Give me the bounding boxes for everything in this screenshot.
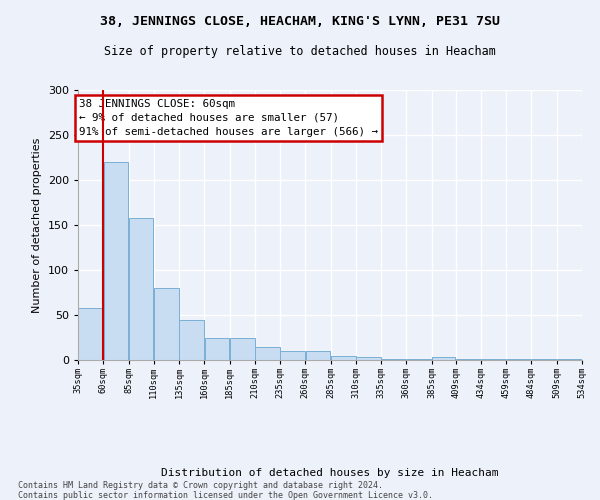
Text: Contains public sector information licensed under the Open Government Licence v3: Contains public sector information licen… xyxy=(18,491,433,500)
Bar xyxy=(407,359,431,360)
Text: 38 JENNINGS CLOSE: 60sqm
← 9% of detached houses are smaller (57)
91% of semi-de: 38 JENNINGS CLOSE: 60sqm ← 9% of detache… xyxy=(79,99,378,137)
Bar xyxy=(230,338,254,360)
Bar xyxy=(255,346,280,360)
Bar xyxy=(205,338,229,360)
Bar xyxy=(432,358,455,360)
Bar xyxy=(532,359,556,360)
Y-axis label: Number of detached properties: Number of detached properties xyxy=(32,138,42,312)
Bar xyxy=(129,218,154,360)
Bar xyxy=(356,358,381,360)
Text: Contains HM Land Registry data © Crown copyright and database right 2024.: Contains HM Land Registry data © Crown c… xyxy=(18,481,383,490)
Text: 38, JENNINGS CLOSE, HEACHAM, KING'S LYNN, PE31 7SU: 38, JENNINGS CLOSE, HEACHAM, KING'S LYNN… xyxy=(100,15,500,28)
Bar xyxy=(506,359,531,360)
Bar xyxy=(179,320,204,360)
Bar xyxy=(331,356,356,360)
Bar xyxy=(305,351,330,360)
Bar xyxy=(381,359,406,360)
Text: Size of property relative to detached houses in Heacham: Size of property relative to detached ho… xyxy=(104,45,496,58)
Text: Distribution of detached houses by size in Heacham: Distribution of detached houses by size … xyxy=(161,468,499,477)
Bar xyxy=(456,359,481,360)
Bar xyxy=(154,288,179,360)
Bar xyxy=(557,359,582,360)
Bar xyxy=(280,351,305,360)
Bar xyxy=(104,162,128,360)
Bar xyxy=(481,359,506,360)
Bar xyxy=(78,308,103,360)
